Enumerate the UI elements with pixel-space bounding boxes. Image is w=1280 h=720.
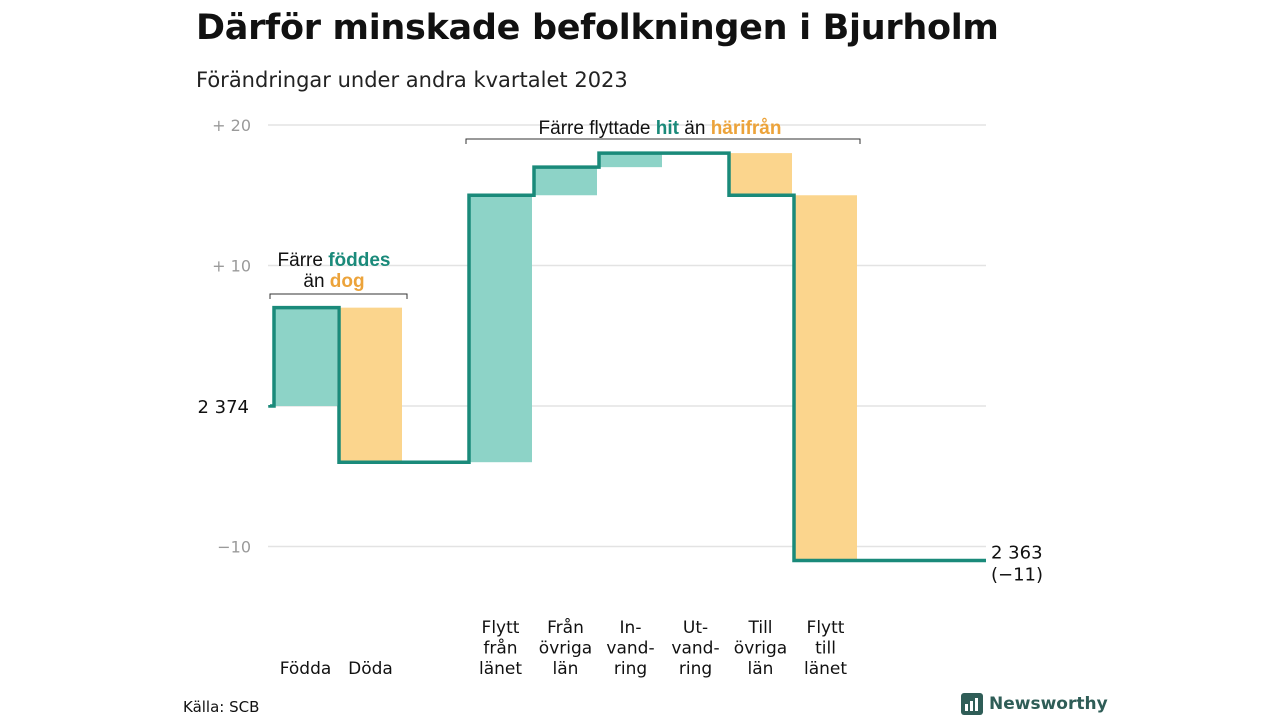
annotation-migration: Färre flyttade hit än härifrån [539, 118, 782, 139]
waterfall-bar [599, 153, 662, 168]
x-category-label: övriga [734, 639, 787, 659]
chart-title: Därför minskade befolkningen i Bjurholm [196, 8, 999, 48]
newsworthy-logo-icon [961, 693, 983, 715]
y-tick-label: −10 [217, 538, 251, 557]
x-category-label: Flytt [807, 618, 845, 638]
x-category-label: vand- [671, 639, 719, 659]
waterfall-bar [274, 307, 337, 406]
y-tick-label: + 20 [212, 116, 251, 135]
x-category-label: Ut- [683, 618, 708, 638]
x-category-label: ring [679, 659, 712, 679]
x-category-label: länet [804, 659, 847, 679]
waterfall-bar [339, 307, 402, 463]
x-category-label: länet [479, 659, 522, 679]
waterfall-bar [469, 195, 532, 463]
waterfall-bar [534, 167, 597, 196]
annotation-bracket-migration [465, 138, 861, 144]
annotation-births-deaths-line2: än dog [303, 271, 364, 292]
cumulative-step-line [268, 151, 986, 563]
x-category-label: Flytt [482, 618, 520, 638]
x-category-label: ring [614, 659, 647, 679]
source-note: Källa: SCB [183, 698, 260, 716]
end-change-label: (−11) [991, 565, 1043, 586]
x-category-label: till [815, 639, 836, 659]
end-value-label: 2 363 [991, 543, 1043, 564]
x-category-label: från [483, 638, 517, 659]
chart-subtitle: Förändringar under andra kvartalet 2023 [196, 68, 628, 92]
waterfall-bar [729, 153, 792, 196]
y-tick-label: + 10 [212, 257, 251, 276]
annotation-bracket-births-deaths [269, 293, 408, 299]
brand-logo: Newsworthy [961, 693, 1108, 715]
x-category-label: Till [747, 618, 772, 638]
x-category-label: Från [547, 617, 584, 638]
x-category-label: Födda [280, 659, 332, 679]
x-category-label: In- [620, 618, 642, 638]
waterfall-bar [794, 195, 857, 561]
x-category-label: övriga [539, 639, 592, 659]
brand-name: Newsworthy [989, 694, 1108, 714]
x-category-label: län [553, 659, 579, 679]
x-category-label: Döda [348, 659, 393, 679]
start-value-label: 2 374 [197, 397, 249, 418]
annotation-births-deaths-line1: Färre föddes [278, 250, 391, 271]
x-category-label: län [748, 659, 774, 679]
x-category-label: vand- [606, 639, 654, 659]
